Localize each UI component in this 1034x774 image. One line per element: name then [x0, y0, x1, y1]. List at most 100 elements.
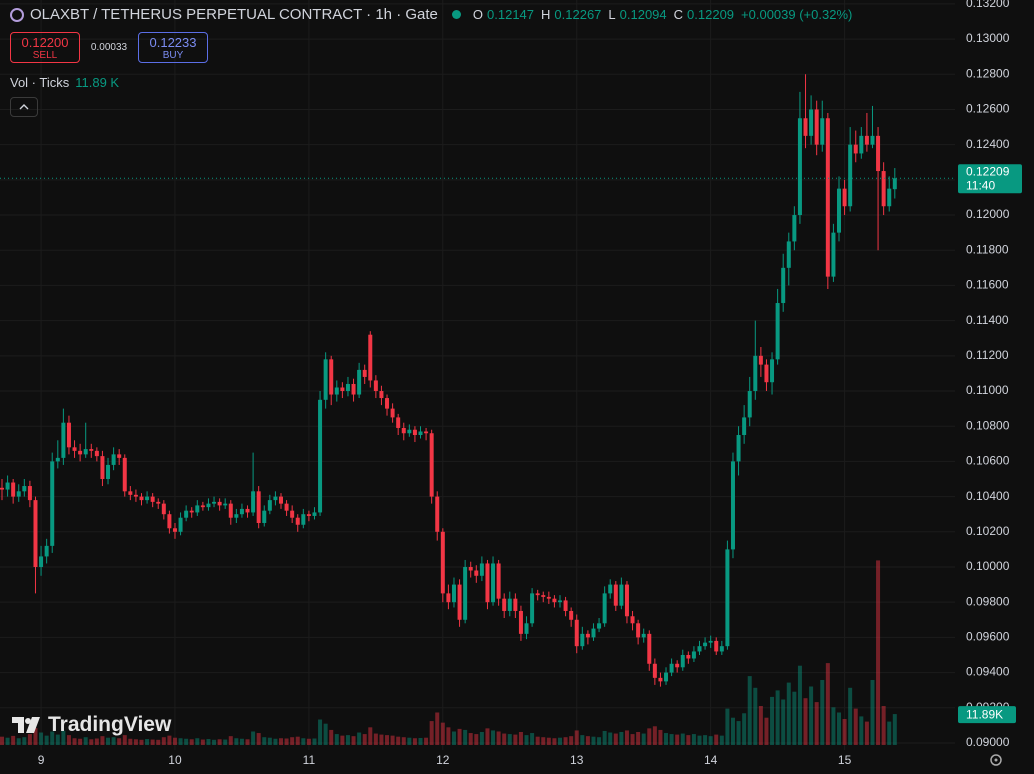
volume-bar: [357, 732, 362, 745]
candle-body: [864, 135, 869, 145]
volume-bar: [680, 733, 685, 745]
candle-body: [16, 491, 21, 497]
x-tick-label: 9: [38, 753, 45, 767]
volume-bar: [870, 680, 875, 745]
y-tick-label: 0.12000: [966, 207, 1010, 221]
volume-bar: [864, 721, 869, 745]
volume-bar: [251, 731, 256, 745]
volume-bar: [0, 736, 4, 745]
volume-bar: [161, 737, 166, 745]
last-volume-badge: [958, 706, 1016, 724]
y-tick-label: 0.10600: [966, 454, 1010, 468]
volume-bar: [212, 739, 217, 745]
candle-body: [781, 267, 786, 304]
volume-bar: [691, 734, 696, 745]
ohlc-key: O: [472, 7, 484, 22]
volume-bar: [217, 739, 222, 745]
volume-bar: [89, 739, 94, 745]
candle-body: [133, 494, 138, 497]
volume-bar: [474, 734, 479, 745]
candle-body: [870, 135, 875, 145]
volume-bar: [94, 738, 99, 745]
volume-bar: [675, 734, 680, 745]
y-tick-label: 0.09400: [966, 665, 1010, 679]
volume-bar: [730, 717, 735, 745]
candle-body: [429, 433, 434, 497]
candle-body: [55, 457, 60, 462]
volume-bar: [440, 722, 445, 745]
candle-body: [680, 654, 685, 668]
volume-bar: [658, 729, 663, 745]
volume-bar: [647, 728, 652, 745]
volume-bar: [736, 721, 741, 745]
candle-body: [122, 457, 127, 492]
candle-body: [630, 616, 635, 624]
volume-bar: [172, 737, 177, 745]
volume-bar: [686, 735, 691, 745]
volume-bar: [189, 739, 194, 745]
volume-bar: [513, 734, 518, 745]
volume-bar: [33, 728, 38, 745]
volume-bar: [44, 735, 49, 745]
candle-body: [295, 517, 300, 525]
candle-body: [591, 628, 596, 638]
candle-body: [435, 496, 440, 532]
y-tick-label: 0.10400: [966, 489, 1010, 503]
header: OLAXBT / TETHERUS PERPETUAL CONTRACT · 1…: [10, 6, 855, 23]
ohlc-value: 0.12267: [554, 7, 602, 22]
volume-bar: [753, 687, 758, 745]
candle-body: [33, 500, 38, 567]
symbol-icon: [10, 7, 24, 22]
volume-bar: [139, 739, 144, 745]
brand-name: TradingView: [48, 713, 172, 736]
candle-body: [820, 118, 825, 145]
candle-body: [279, 496, 283, 504]
candle-body: [853, 144, 858, 154]
candle-body: [597, 623, 602, 629]
volume-bar: [636, 732, 641, 745]
candle-body: [234, 514, 239, 518]
sell-button[interactable]: 0.12200 SELL: [10, 32, 80, 63]
y-tick-label: 0.12600: [966, 102, 1010, 116]
volume-bar: [295, 736, 300, 745]
candle-body: [758, 355, 763, 365]
candle-body: [725, 549, 730, 647]
last-volume-label: 11.89K: [966, 707, 1003, 721]
volume-bar: [323, 723, 328, 745]
volume-bar: [758, 706, 763, 745]
volume-bar: [412, 738, 417, 745]
volume-bar: [535, 736, 540, 745]
volume-bar: [496, 731, 501, 745]
sell-label: SELL: [32, 49, 58, 61]
x-tick-label: 12: [436, 753, 450, 767]
candle-body: [697, 646, 702, 652]
candle-body: [848, 144, 853, 207]
volume-bar: [451, 731, 456, 745]
volume-bar: [145, 739, 150, 745]
volume-bar: [518, 732, 523, 745]
buy-button[interactable]: 0.12233 BUY: [138, 32, 208, 63]
volume-bar: [55, 734, 60, 745]
volume-bar: [306, 738, 311, 745]
candle-body: [128, 491, 133, 495]
y-tick-label: 0.13200: [966, 0, 1010, 10]
candle-body: [887, 188, 892, 207]
candle-body: [881, 171, 886, 207]
candle-body: [61, 422, 66, 458]
candle-body: [491, 563, 496, 603]
change: +0.00039 (+0.32%): [741, 7, 853, 22]
volume-bar: [418, 737, 423, 745]
volume-bar: [613, 733, 618, 745]
candle-body: [546, 596, 551, 599]
settings-icon[interactable]: [990, 754, 1002, 766]
volume-bar: [837, 712, 841, 745]
candle-body: [273, 496, 278, 501]
volume-bar: [22, 737, 27, 745]
candle-body: [708, 640, 713, 643]
volume-bar: [284, 738, 289, 745]
candle-body: [223, 503, 228, 506]
volume-bar: [50, 731, 55, 745]
collapse-button[interactable]: [10, 97, 38, 117]
candle-body: [558, 600, 562, 603]
volume-bar: [881, 706, 886, 745]
